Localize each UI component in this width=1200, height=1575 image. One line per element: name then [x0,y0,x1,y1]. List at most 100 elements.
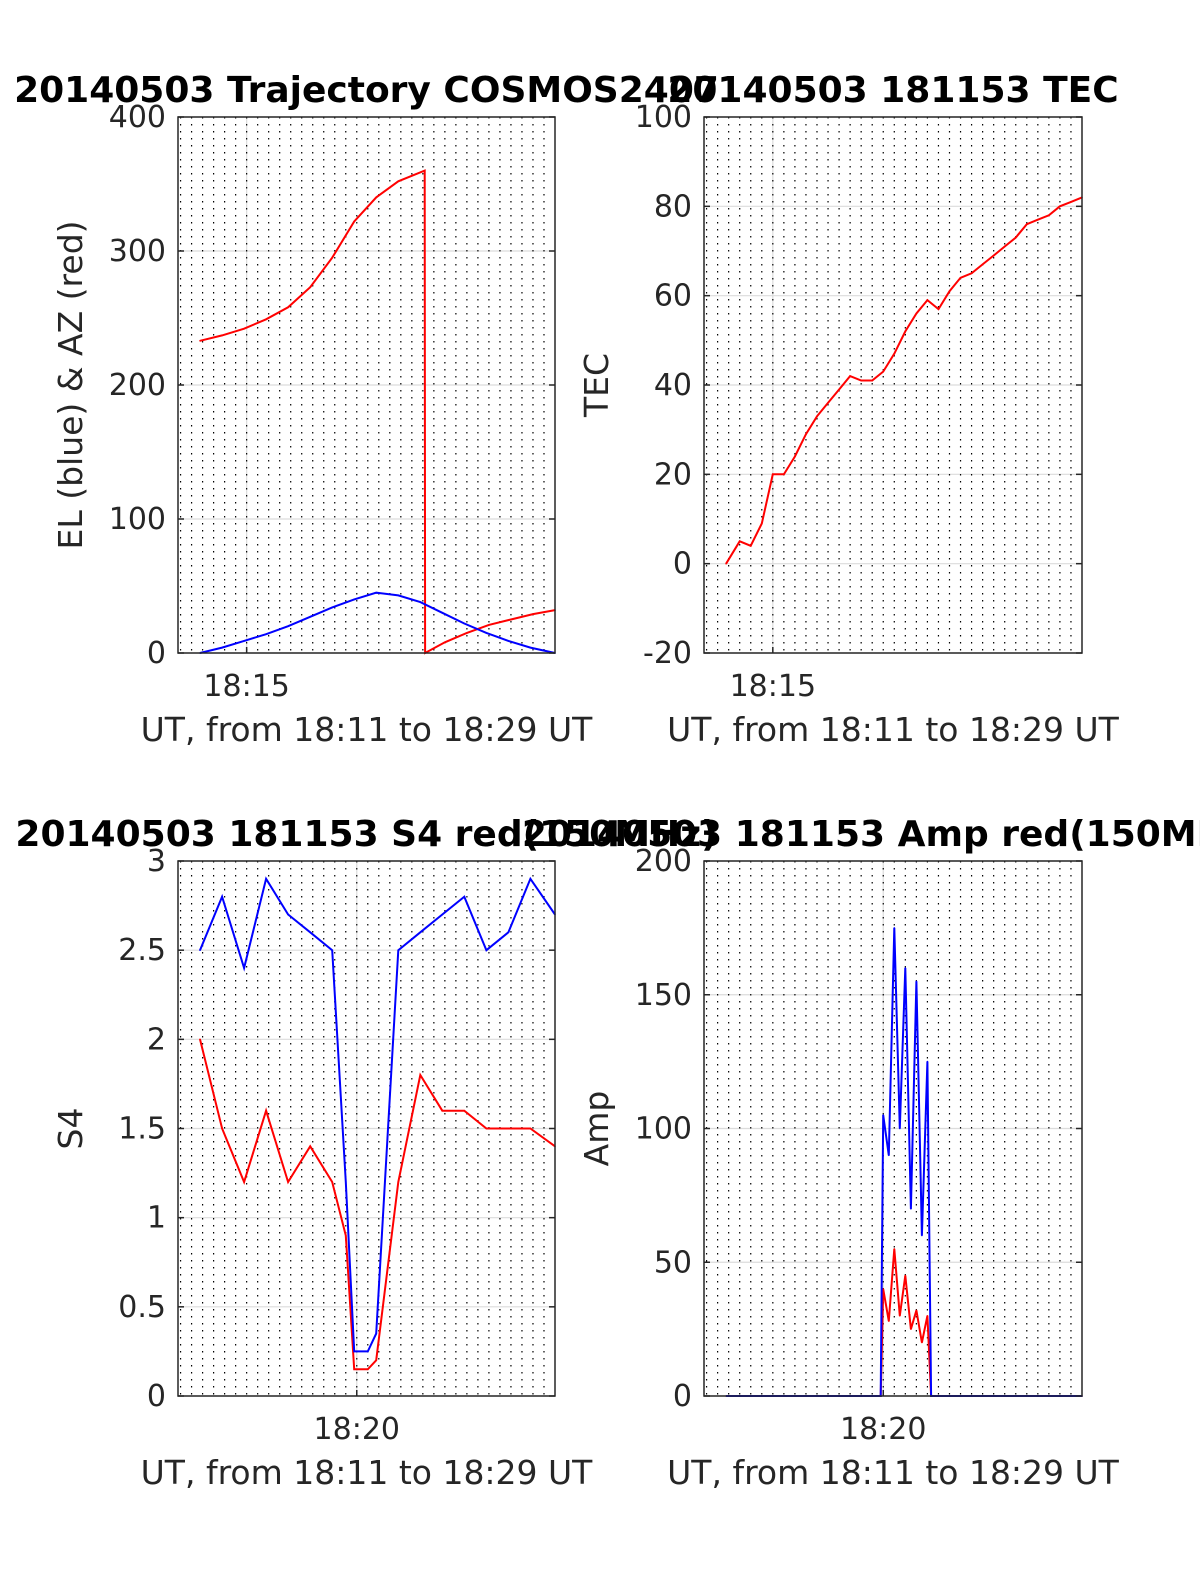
data-point [915,312,918,315]
data-point [893,352,896,355]
data-point [287,1181,289,1183]
y-tick-label: 0 [673,1379,692,1414]
data-point [1070,201,1072,203]
data-point [488,624,490,626]
data-point [243,967,245,969]
data-point [507,640,510,642]
y-tick-label: 2.5 [118,933,166,968]
data-point [485,949,488,951]
y-axis-label: S4 [51,1108,90,1150]
data-point [397,594,400,597]
data-point [893,1248,896,1250]
data-point [904,967,907,969]
data-point [893,927,896,929]
y-tick-label: 0.5 [118,1290,166,1325]
y-tick-label: 40 [654,368,692,403]
data-point [761,522,763,525]
data-point [199,340,201,342]
data-point [221,1127,223,1130]
data-point [309,931,312,934]
data-point [1003,245,1006,248]
chart-panel-1: -20 0 20 40 60 80 100 18:15 20140503 181153 TEC U… [577,70,1120,749]
x-tick-label: 18:20 [840,1412,926,1447]
data-point [375,1359,378,1362]
data-point [888,1320,890,1322]
y-axis-label: Amp [577,1091,616,1167]
chart-panel-3: 0 50 100 150 200 18:20 20140503 181153 Amp red… [522,814,1200,1492]
data-point [375,591,378,594]
data-point [463,622,466,625]
data-point [738,540,741,543]
data-point [345,1234,347,1237]
data-point [463,1109,466,1112]
data-point [441,1109,444,1112]
data-point [904,330,907,333]
data-point [331,1181,334,1183]
data-point [948,290,951,293]
data-point [882,1288,884,1290]
data-point [926,299,929,301]
data-point [959,277,962,279]
y-tick-label: 100 [635,1112,692,1147]
x-tick-label: 18:15 [203,669,289,704]
data-point [904,1274,907,1277]
data-point [243,327,245,330]
data-point [910,1208,912,1210]
data-point [375,1332,378,1335]
x-tick-label: 18:15 [730,669,816,704]
data-point [1014,236,1017,239]
y-axis-label: EL (blue) & AZ (red) [51,220,90,549]
data-point [441,913,444,916]
chart-title: 20140503 Trajectory COSMOS2407 [14,70,719,111]
data-point [937,308,940,310]
data-point [485,632,488,634]
data-point [441,612,444,614]
data-point [419,601,422,603]
x-axis-label: UT, from 18:11 to 18:29 UT [667,1453,1120,1492]
data-point [772,473,774,476]
data-point [353,220,356,223]
data-point [309,1145,312,1148]
data-point [882,370,884,373]
data-point [423,169,426,172]
y-tick-label: 60 [654,279,692,314]
data-point [882,1114,884,1116]
x-axis-label: UT, from 18:11 to 18:29 UT [667,710,1120,749]
data-point [419,931,422,934]
data-point [287,306,289,309]
data-point [331,949,334,951]
data-point [899,1127,901,1130]
data-point [199,949,201,951]
data-point [309,616,312,618]
y-tick-label: 100 [109,502,166,537]
y-tick-label: 150 [635,978,692,1013]
data-point [331,256,334,259]
x-tick-label: 18:20 [314,1412,400,1447]
y-tick-label: 80 [654,189,692,224]
data-point [1037,218,1039,221]
data-point [725,562,727,565]
y-tick-label: 300 [109,234,166,269]
data-point [838,388,840,391]
data-point [805,433,807,435]
y-tick-label: 0 [147,636,166,671]
data-point [921,1234,923,1237]
data-point [309,286,312,289]
data-point [419,1074,422,1076]
data-point [397,180,400,183]
data-point [981,263,984,266]
data-point [243,1181,245,1183]
data-point [367,1368,369,1371]
y-tick-label: 0 [673,547,692,582]
y-tick-label: 200 [635,844,692,879]
data-point [199,1038,201,1041]
x-axis-label: UT, from 18:11 to 18:29 UT [141,1453,594,1492]
data-point [375,196,378,199]
y-tick-label: 3 [147,844,166,879]
chart-title: 20140503 181153 Amp red(150MHz) [522,814,1200,855]
data-point [287,913,289,916]
data-point [794,455,796,458]
data-point [871,379,873,382]
